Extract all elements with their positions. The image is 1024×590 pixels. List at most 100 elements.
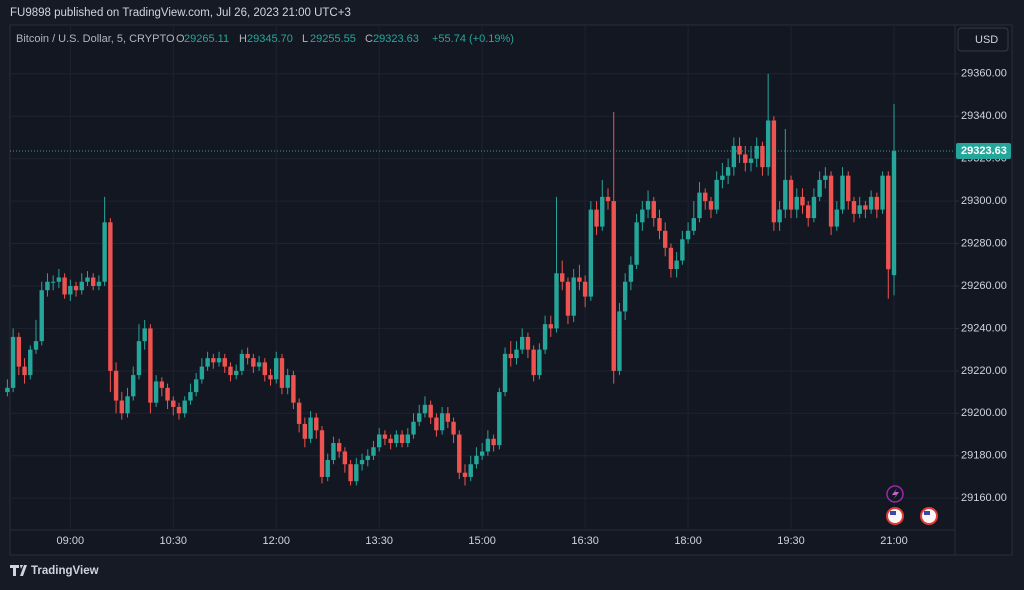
candle-body [468, 464, 473, 477]
x-tick-label: 13:30 [365, 535, 393, 547]
candle-body [319, 430, 325, 477]
candle-body [211, 358, 216, 363]
candle-body [302, 423, 308, 439]
x-tick-label: 21:00 [880, 535, 908, 547]
candle-body [371, 447, 376, 456]
y-tick-label: 29360.00 [961, 68, 1007, 80]
candle-body [474, 455, 479, 465]
candle-body [828, 175, 834, 227]
candle-body [279, 358, 285, 388]
candle-body [417, 413, 422, 422]
x-tick-label: 10:30 [160, 535, 188, 547]
candle-body [165, 387, 170, 401]
candle-body [457, 434, 462, 473]
candle-body [697, 192, 702, 219]
legend: Bitcoin / U.S. Dollar, 5, CRYPTO O 29265.… [16, 33, 514, 45]
candle-body [531, 349, 536, 376]
candle-body [525, 336, 531, 350]
candle-body [743, 154, 748, 163]
candle-body [439, 413, 445, 431]
time-axis: 09:00 10:30 12:00 13:30 15:00 16:30 18:00 19:30… [57, 535, 908, 547]
candle-body [382, 434, 388, 439]
candle-body [542, 324, 548, 350]
candle-body [102, 222, 107, 282]
ohlc-key: C [365, 33, 373, 45]
candle-body [520, 336, 525, 350]
candle-body [685, 230, 691, 240]
candle-body [491, 438, 496, 446]
candle-body [868, 196, 874, 210]
candle-body [216, 358, 222, 363]
candle-body [680, 239, 685, 261]
candle-body [285, 375, 290, 388]
candle-body [171, 400, 176, 407]
candle-body [28, 349, 33, 376]
candle-body [691, 218, 696, 231]
ohlc-key: H [239, 33, 247, 45]
candle-body [119, 400, 124, 414]
x-tick-label: 19:30 [777, 535, 805, 547]
event-icon-bolt [892, 488, 899, 500]
candle-body [703, 192, 708, 202]
candle-body [245, 353, 250, 359]
candle-body [451, 421, 456, 435]
y-tick-label: 29160.00 [961, 492, 1007, 504]
candle-body [354, 464, 359, 482]
candle-body [39, 290, 44, 342]
y-tick-label: 29280.00 [961, 237, 1007, 249]
candle-body [377, 434, 382, 448]
footer[interactable]: TradingView [31, 565, 99, 577]
candle-body [113, 370, 119, 401]
us-flag-icon[interactable] [920, 507, 938, 525]
candle-body [857, 205, 862, 214]
candle-body [674, 260, 679, 270]
candle-body [708, 201, 714, 210]
candle-body [348, 464, 353, 482]
candle-body [617, 311, 622, 371]
us-flag-icon[interactable] [886, 507, 904, 525]
candle-body [182, 400, 187, 414]
candle-body [262, 362, 267, 376]
candle-body [657, 218, 662, 231]
change: +55.74 (+0.19%) [432, 33, 514, 45]
candle-body [296, 402, 302, 424]
currency-button-frame[interactable] [957, 27, 1009, 52]
footer-logo[interactable]: TradingView [10, 565, 99, 577]
candle-body [634, 222, 639, 265]
candle-body [16, 336, 22, 367]
y-tick-label: 29200.00 [961, 407, 1007, 419]
candle-body [846, 175, 851, 202]
candle-body [10, 336, 16, 388]
candle-body [611, 201, 616, 371]
candle-body [886, 175, 891, 270]
currency[interactable]: USD [975, 34, 998, 46]
candle-body [834, 209, 839, 227]
ohlc-value: 29323.63 [373, 33, 419, 45]
candle-body [560, 273, 565, 282]
currency-button[interactable]: USD [957, 27, 1009, 52]
candle-body [153, 381, 159, 403]
candle-body [577, 277, 582, 282]
candle-body [754, 145, 759, 159]
candle-body [91, 277, 96, 286]
candle-body [863, 205, 868, 210]
candle-body [880, 175, 885, 210]
candle-body [582, 281, 588, 297]
candle-body [73, 285, 79, 291]
candle-body [422, 404, 428, 414]
candle-body [131, 375, 136, 397]
candle-body [783, 179, 788, 210]
candle-body [176, 406, 182, 414]
candle-body [45, 281, 50, 291]
candle-body [68, 285, 73, 295]
candle-body [502, 353, 508, 393]
y-tick-label: 29240.00 [961, 322, 1007, 334]
candle-body [594, 209, 599, 227]
candle-body [50, 281, 56, 283]
ohlc-key: O [176, 33, 185, 45]
candle-body [5, 387, 10, 393]
event-icons [886, 485, 938, 525]
candle-body [840, 175, 845, 210]
candle-body [142, 328, 147, 342]
